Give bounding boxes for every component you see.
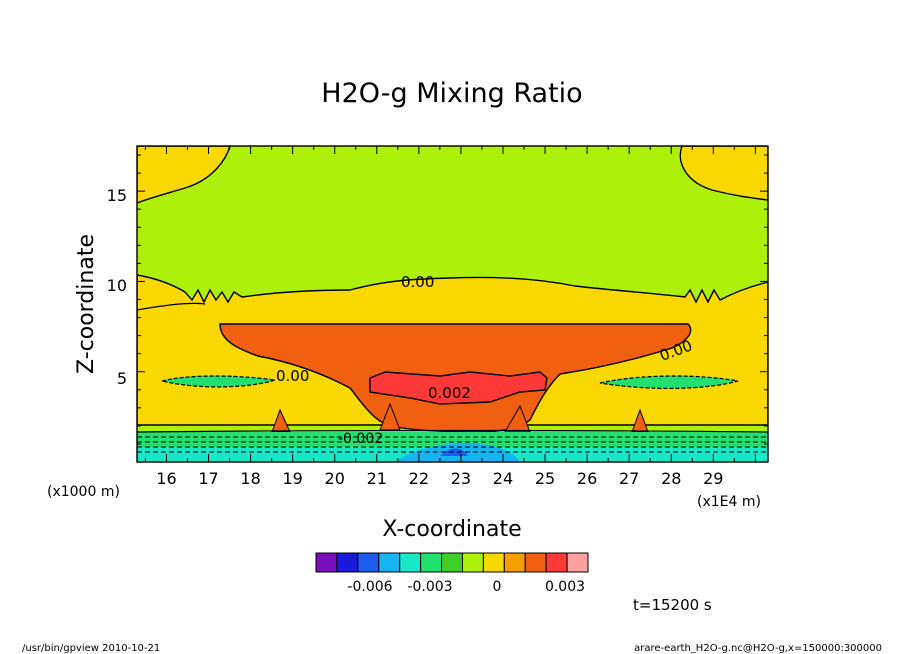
colorbar-swatch	[399, 552, 422, 573]
footer-left-note: /usr/bin/gpview 2010-10-21	[22, 643, 160, 654]
contour-label: -0.002	[338, 431, 383, 447]
contour-fill	[137, 302, 206, 311]
colorbar-label: -0.006	[347, 579, 392, 595]
colorbar	[315, 552, 589, 573]
x-tick-label: 26	[577, 469, 597, 488]
colorbar-labels: -0.006 -0.003 0 0.003	[347, 579, 585, 595]
colorbar-swatch	[357, 552, 380, 573]
x-tick-label: 18	[240, 469, 260, 488]
colorbar-swatch	[524, 552, 547, 573]
plot-frame	[136, 145, 769, 463]
y-tick-label: 10	[107, 276, 127, 295]
x-tick-label: 20	[325, 469, 345, 488]
x-tick-label: 23	[451, 469, 471, 488]
y-tick-label: 15	[107, 186, 127, 205]
contour-fill	[137, 146, 231, 204]
colorbar-swatch	[441, 552, 463, 573]
y-axis-unit: (x1000 m)	[47, 484, 120, 500]
x-axis-unit: (x1E4 m)	[697, 494, 761, 510]
contour-line	[137, 429, 768, 433]
x-tick-label: 27	[619, 469, 639, 488]
x-tick-label: 24	[493, 469, 513, 488]
contour-fill	[599, 375, 739, 389]
contour-labels: 0.00 0.00 0.00 0.002 -0.002	[276, 273, 695, 447]
contour-fill	[369, 371, 548, 405]
colorbar-label: 0	[493, 579, 502, 595]
axis-ticks	[137, 146, 768, 462]
contour-line	[137, 436, 768, 453]
x-tick-label: 25	[535, 469, 555, 488]
colorbar-swatch	[545, 552, 568, 573]
contour-label: 0.00	[401, 273, 434, 291]
contour-field	[137, 146, 768, 462]
x-tick-label: 16	[156, 469, 176, 488]
contour-label: 0.00	[276, 367, 309, 385]
contour-label: 0.002	[428, 384, 471, 402]
footer-right-note: arare-earth_H2O-g.nc@H2O-g,x=150000:3000…	[634, 643, 882, 654]
x-tick-labels: 16 17 18 19 20 21 22 23 24 25 26 27 28 29	[156, 469, 723, 488]
chart-title: H2O-g Mixing Ratio	[321, 78, 582, 109]
contour-fill	[161, 375, 276, 388]
colorbar-swatch	[315, 552, 338, 573]
y-tick-labels: 5 10 15	[107, 186, 127, 388]
colorbar-label: -0.003	[407, 579, 452, 595]
colorbar-label: 0.003	[545, 579, 585, 595]
colorbar-swatch	[461, 552, 484, 573]
x-axis-label: X-coordinate	[382, 517, 521, 542]
x-tick-label: 17	[198, 469, 218, 488]
colorbar-swatch	[336, 552, 359, 573]
colorbar-swatch	[503, 552, 526, 573]
x-tick-label: 22	[409, 469, 429, 488]
x-tick-label: 28	[661, 469, 681, 488]
colorbar-swatch	[566, 552, 589, 573]
x-tick-label: 29	[703, 469, 723, 488]
x-tick-label: 21	[367, 469, 387, 488]
x-tick-label: 19	[282, 469, 302, 488]
time-label: t=15200 s	[633, 596, 712, 614]
colorbar-swatch	[378, 552, 401, 573]
y-tick-label: 5	[117, 369, 127, 388]
contour-fill	[271, 402, 649, 433]
colorbar-swatch	[482, 552, 505, 573]
y-axis-label: Z-coordinate	[74, 234, 99, 374]
colorbar-swatch	[420, 552, 443, 573]
contour-fill	[679, 146, 768, 201]
